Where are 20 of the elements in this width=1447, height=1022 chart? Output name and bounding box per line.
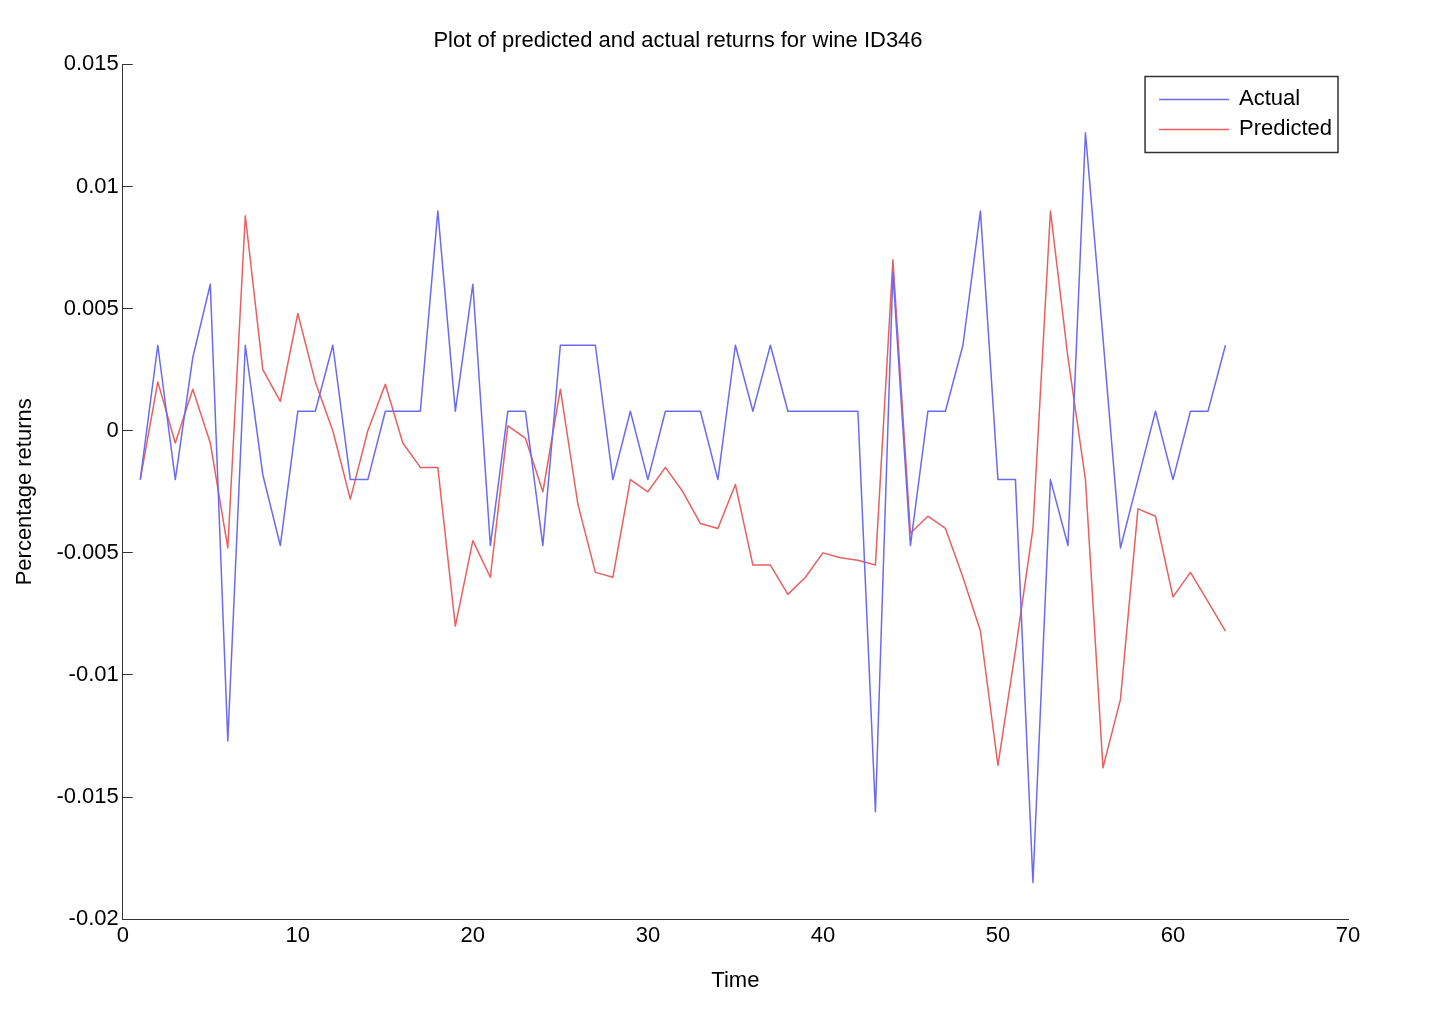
x-tick-label: 40 bbox=[810, 922, 836, 948]
x-tick-label: 70 bbox=[1335, 922, 1361, 948]
legend-label: Predicted bbox=[1239, 115, 1333, 141]
x-tick-label: 10 bbox=[285, 922, 311, 948]
y-tick-label: 0 bbox=[106, 416, 119, 442]
chart-title: Plot of predicted and actual returns for wine ID346 bbox=[433, 27, 923, 53]
y-tick-label: -0.015 bbox=[56, 783, 119, 809]
y-tick-label: 0.01 bbox=[75, 172, 119, 198]
y-tick-label: 0.015 bbox=[63, 50, 119, 76]
x-tick-label: 20 bbox=[460, 922, 486, 948]
y-axis-title: Percentage returns bbox=[11, 398, 37, 586]
x-tick-label: 60 bbox=[1160, 922, 1186, 948]
y-tick-label: 0.005 bbox=[63, 294, 119, 320]
x-tick-label: 50 bbox=[985, 922, 1011, 948]
y-tick-label: -0.005 bbox=[56, 538, 119, 564]
x-tick-label: 30 bbox=[635, 922, 661, 948]
y-tick-label: -0.01 bbox=[68, 661, 119, 687]
x-axis-title: Time bbox=[711, 966, 760, 992]
legend-label: Actual bbox=[1239, 85, 1301, 111]
y-tick-label: -0.02 bbox=[68, 905, 119, 931]
